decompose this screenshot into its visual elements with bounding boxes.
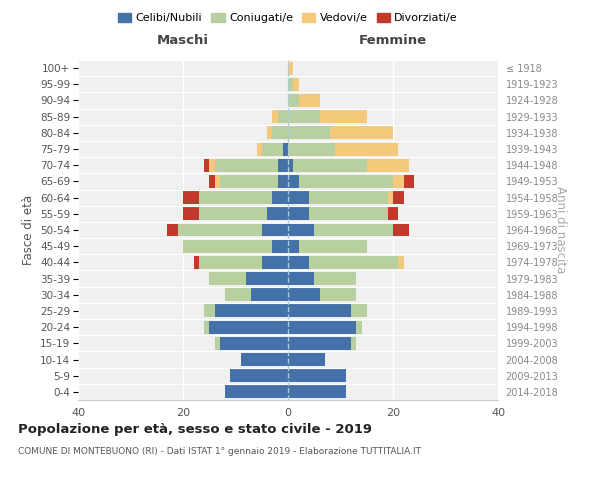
- Bar: [288, 159, 293, 172]
- Bar: [330, 126, 393, 140]
- Bar: [393, 224, 409, 236]
- Bar: [314, 224, 393, 236]
- Text: Femmine: Femmine: [359, 34, 427, 47]
- Bar: [272, 126, 288, 140]
- Bar: [262, 256, 288, 269]
- Bar: [246, 272, 288, 285]
- Bar: [204, 304, 215, 318]
- Bar: [288, 386, 346, 398]
- Bar: [367, 159, 409, 172]
- Bar: [293, 159, 367, 172]
- Bar: [225, 288, 251, 301]
- Bar: [351, 304, 367, 318]
- Bar: [204, 320, 209, 334]
- Bar: [309, 191, 388, 204]
- Bar: [288, 78, 293, 91]
- Bar: [277, 159, 288, 172]
- Bar: [277, 110, 288, 123]
- Bar: [288, 240, 299, 252]
- Bar: [215, 175, 220, 188]
- Bar: [398, 256, 404, 269]
- Bar: [309, 256, 398, 269]
- Bar: [288, 256, 309, 269]
- Bar: [251, 288, 288, 301]
- Bar: [209, 175, 215, 188]
- Bar: [178, 224, 262, 236]
- Bar: [283, 142, 288, 156]
- Bar: [388, 208, 398, 220]
- Bar: [388, 191, 393, 204]
- Bar: [257, 142, 262, 156]
- Bar: [215, 337, 220, 350]
- Y-axis label: Fasce di età: Fasce di età: [22, 195, 35, 265]
- Bar: [183, 191, 199, 204]
- Bar: [204, 159, 209, 172]
- Bar: [241, 353, 288, 366]
- Bar: [309, 208, 388, 220]
- Bar: [356, 320, 361, 334]
- Bar: [299, 94, 320, 107]
- Bar: [215, 159, 277, 172]
- Bar: [288, 353, 325, 366]
- Bar: [209, 159, 215, 172]
- Bar: [267, 126, 272, 140]
- Bar: [288, 175, 299, 188]
- Bar: [288, 62, 293, 74]
- Bar: [277, 175, 288, 188]
- Bar: [288, 369, 346, 382]
- Bar: [225, 386, 288, 398]
- Bar: [288, 224, 314, 236]
- Bar: [288, 94, 299, 107]
- Bar: [288, 337, 351, 350]
- Bar: [262, 142, 283, 156]
- Bar: [215, 304, 288, 318]
- Bar: [288, 191, 309, 204]
- Bar: [299, 175, 393, 188]
- Bar: [220, 175, 277, 188]
- Bar: [293, 78, 299, 91]
- Bar: [320, 288, 356, 301]
- Text: Popolazione per età, sesso e stato civile - 2019: Popolazione per età, sesso e stato civil…: [18, 422, 372, 436]
- Text: COMUNE DI MONTEBUONO (RI) - Dati ISTAT 1° gennaio 2019 - Elaborazione TUTTITALIA: COMUNE DI MONTEBUONO (RI) - Dati ISTAT 1…: [18, 448, 421, 456]
- Y-axis label: Anni di nascita: Anni di nascita: [554, 186, 567, 274]
- Bar: [183, 208, 199, 220]
- Bar: [272, 240, 288, 252]
- Bar: [167, 224, 178, 236]
- Bar: [209, 272, 246, 285]
- Bar: [393, 191, 404, 204]
- Bar: [272, 191, 288, 204]
- Bar: [314, 272, 356, 285]
- Bar: [262, 224, 288, 236]
- Bar: [288, 288, 320, 301]
- Bar: [288, 126, 330, 140]
- Bar: [404, 175, 414, 188]
- Bar: [288, 208, 309, 220]
- Bar: [288, 272, 314, 285]
- Bar: [267, 208, 288, 220]
- Bar: [393, 175, 404, 188]
- Bar: [335, 142, 398, 156]
- Bar: [199, 191, 272, 204]
- Bar: [288, 142, 335, 156]
- Bar: [220, 337, 288, 350]
- Legend: Celibi/Nubili, Coniugati/e, Vedovi/e, Divorziati/e: Celibi/Nubili, Coniugati/e, Vedovi/e, Di…: [113, 8, 463, 28]
- Bar: [351, 337, 356, 350]
- Bar: [288, 110, 320, 123]
- Bar: [193, 256, 199, 269]
- Bar: [230, 369, 288, 382]
- Bar: [209, 320, 288, 334]
- Bar: [288, 320, 356, 334]
- Bar: [272, 110, 277, 123]
- Text: Maschi: Maschi: [157, 34, 209, 47]
- Bar: [199, 208, 267, 220]
- Bar: [320, 110, 367, 123]
- Bar: [199, 256, 262, 269]
- Bar: [299, 240, 367, 252]
- Bar: [183, 240, 272, 252]
- Bar: [288, 304, 351, 318]
